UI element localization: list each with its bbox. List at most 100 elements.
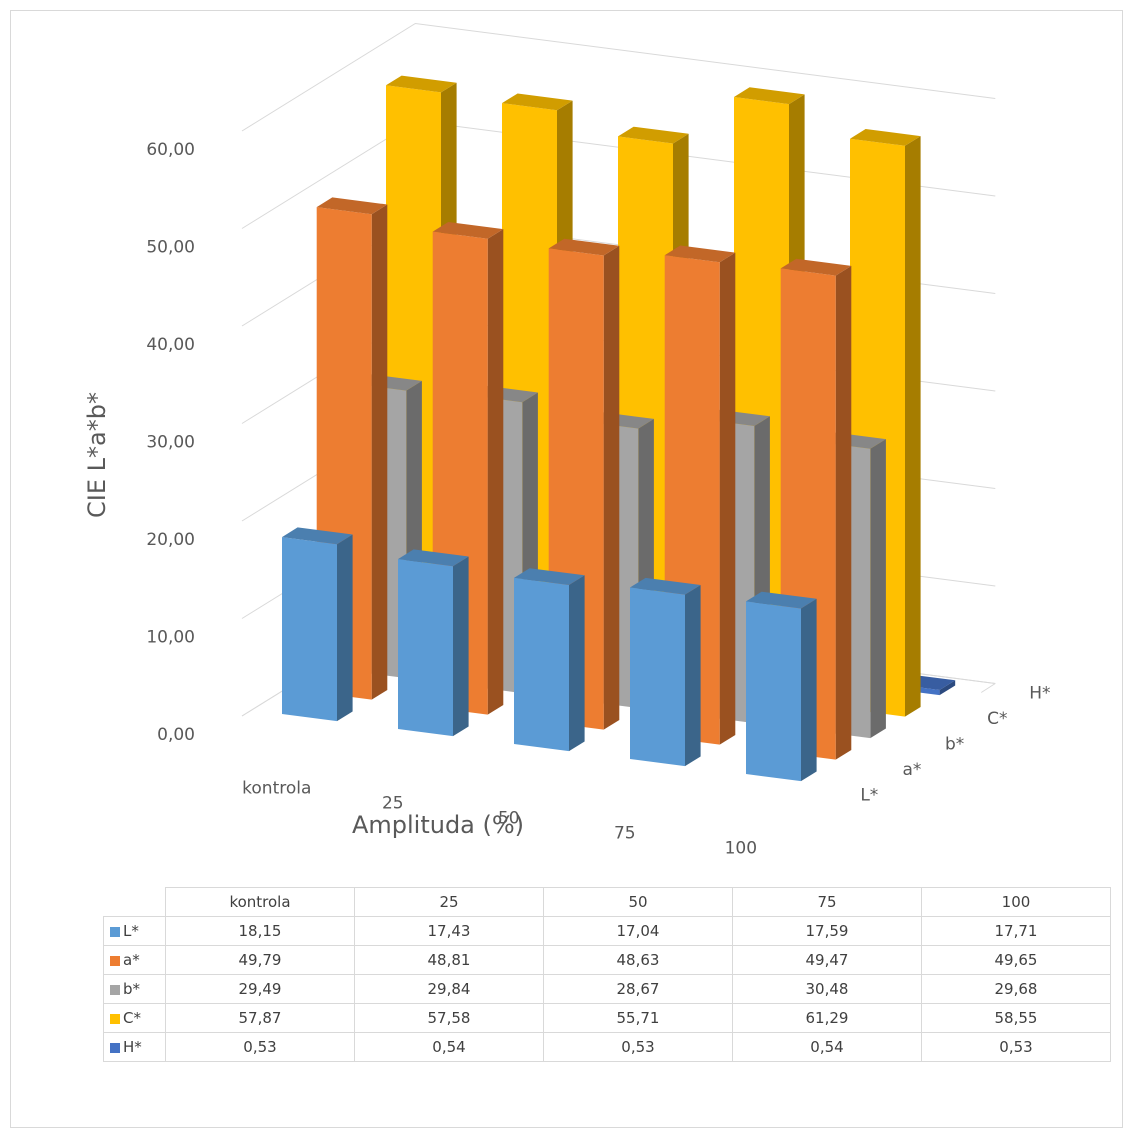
table-cell: 0,53 bbox=[543, 1032, 733, 1062]
bar-side bbox=[603, 245, 620, 730]
bar-top bbox=[734, 87, 805, 105]
x-tick-label: 75 bbox=[614, 824, 636, 844]
bar bbox=[282, 527, 353, 722]
bar-top bbox=[746, 591, 817, 609]
table-cell: 49,47 bbox=[732, 945, 922, 975]
depth-axis-tick bbox=[980, 683, 996, 693]
series-axis-label: b* bbox=[945, 734, 964, 754]
series-axis-label: C* bbox=[987, 709, 1007, 729]
legend-key bbox=[110, 956, 120, 966]
legend-key bbox=[110, 927, 120, 937]
chart-frame bbox=[10, 10, 1123, 1128]
x-tick-label: 50 bbox=[498, 809, 520, 829]
bar bbox=[514, 568, 585, 752]
table-series-name: C* bbox=[123, 1009, 141, 1027]
table-cell: 0,54 bbox=[354, 1032, 544, 1062]
table-row: a* 49,79 48,81 48,63 49,47 49,65 bbox=[103, 945, 1111, 975]
bar-front bbox=[282, 537, 337, 722]
table-column-header: 50 bbox=[543, 887, 733, 917]
table-row: H* 0,53 0,54 0,53 0,54 0,53 bbox=[103, 1032, 1111, 1062]
table-series-name: L* bbox=[123, 922, 139, 940]
y-axis-title: CIE L*a*b* bbox=[83, 392, 111, 518]
table-cell: 30,48 bbox=[732, 974, 922, 1004]
bar-top bbox=[386, 75, 457, 93]
table-cell: 48,81 bbox=[354, 945, 544, 975]
table-series-name: a* bbox=[123, 951, 140, 969]
bar-top bbox=[780, 258, 852, 276]
bar-front bbox=[630, 587, 685, 767]
table-cell: 18,15 bbox=[165, 916, 355, 946]
x-axis-title: Amplituda (%) bbox=[352, 811, 524, 839]
table-cell: 17,04 bbox=[543, 916, 733, 946]
bar-side bbox=[371, 204, 388, 700]
table-series-name: H* bbox=[123, 1038, 142, 1056]
bar-side bbox=[719, 252, 736, 745]
y-tick-label: 60,00 bbox=[146, 140, 195, 160]
depth-axis-series-labels: L* a* b* C* H* bbox=[860, 683, 1050, 805]
y-tick-label: 0,00 bbox=[157, 725, 195, 745]
bar-top bbox=[618, 126, 689, 144]
bar-side bbox=[569, 575, 585, 752]
table-cell: 57,87 bbox=[165, 1003, 355, 1033]
x-axis-ticks: kontrola 25 50 75 100 bbox=[242, 779, 757, 859]
bar-front bbox=[514, 577, 569, 752]
bar-side bbox=[835, 265, 852, 760]
legend-key bbox=[110, 1014, 120, 1024]
legend-key bbox=[110, 1043, 120, 1053]
gridline bbox=[241, 22, 996, 132]
bar-side bbox=[453, 556, 469, 737]
table-cell: 17,43 bbox=[354, 916, 544, 946]
table-row: b* 29,49 29,84 28,67 30,48 29,68 bbox=[103, 974, 1111, 1004]
chart-3d-columns: 0,00 10,00 20,00 30,00 40,00 50,00 60,00 kontr… bbox=[83, 22, 1051, 859]
bar-top bbox=[282, 527, 353, 545]
table-cell: 17,71 bbox=[921, 916, 1111, 946]
series-axis-label: a* bbox=[903, 760, 922, 780]
table-cell: 61,29 bbox=[732, 1003, 922, 1033]
bar-top bbox=[548, 238, 620, 256]
table-cell: 29,68 bbox=[921, 974, 1111, 1004]
table-cell: 55,71 bbox=[543, 1003, 733, 1033]
table-cell: 0,54 bbox=[732, 1032, 922, 1062]
table-series-name: b* bbox=[123, 980, 141, 998]
y-tick-label: 50,00 bbox=[146, 238, 195, 258]
table-series-label: L* bbox=[103, 916, 166, 946]
table-row: L* 18,15 17,43 17,04 17,59 17,71 bbox=[103, 916, 1111, 946]
bar bbox=[746, 591, 817, 782]
table-series-label: b* bbox=[103, 974, 166, 1004]
legend-key bbox=[110, 985, 120, 995]
table-corner bbox=[103, 887, 166, 917]
table-column-header: 25 bbox=[354, 887, 544, 917]
bar-top bbox=[514, 568, 585, 585]
bar-front bbox=[398, 559, 453, 737]
bar-side bbox=[337, 534, 353, 722]
bar-top bbox=[316, 197, 388, 215]
bar-top bbox=[850, 129, 921, 146]
bar-side bbox=[870, 439, 886, 739]
bar-front bbox=[746, 601, 801, 782]
table-cell: 0,53 bbox=[921, 1032, 1111, 1062]
bar-top bbox=[630, 577, 701, 595]
table-cell: 28,67 bbox=[543, 974, 733, 1004]
bar bbox=[398, 549, 469, 737]
bar-top bbox=[398, 549, 469, 567]
table-cell: 0,53 bbox=[165, 1032, 355, 1062]
y-tick-label: 10,00 bbox=[146, 628, 195, 648]
bar-side bbox=[905, 136, 921, 717]
table-header-row: kontrola 25 50 75 100 bbox=[103, 887, 1111, 917]
data-table: kontrola 25 50 75 100 L* 18,15 17,43 17,04 17,59 1… bbox=[103, 887, 1111, 1062]
bar-top bbox=[502, 93, 573, 111]
table-series-label: a* bbox=[103, 945, 166, 975]
table-cell: 29,49 bbox=[165, 974, 355, 1004]
table-series-label: C* bbox=[103, 1003, 166, 1033]
table-cell: 57,58 bbox=[354, 1003, 544, 1033]
bar-side bbox=[939, 680, 956, 696]
bars bbox=[282, 75, 956, 782]
table-row: C* 57,87 57,58 55,71 61,29 58,55 bbox=[103, 1003, 1111, 1033]
table-column-header: kontrola bbox=[165, 887, 355, 917]
table-column-header: 100 bbox=[921, 887, 1111, 917]
y-tick-label: 30,00 bbox=[146, 433, 195, 453]
bar bbox=[630, 577, 701, 767]
table-cell: 29,84 bbox=[354, 974, 544, 1004]
y-axis-ticks: 0,00 10,00 20,00 30,00 40,00 50,00 60,00 bbox=[146, 140, 195, 745]
table-cell: 58,55 bbox=[921, 1003, 1111, 1033]
